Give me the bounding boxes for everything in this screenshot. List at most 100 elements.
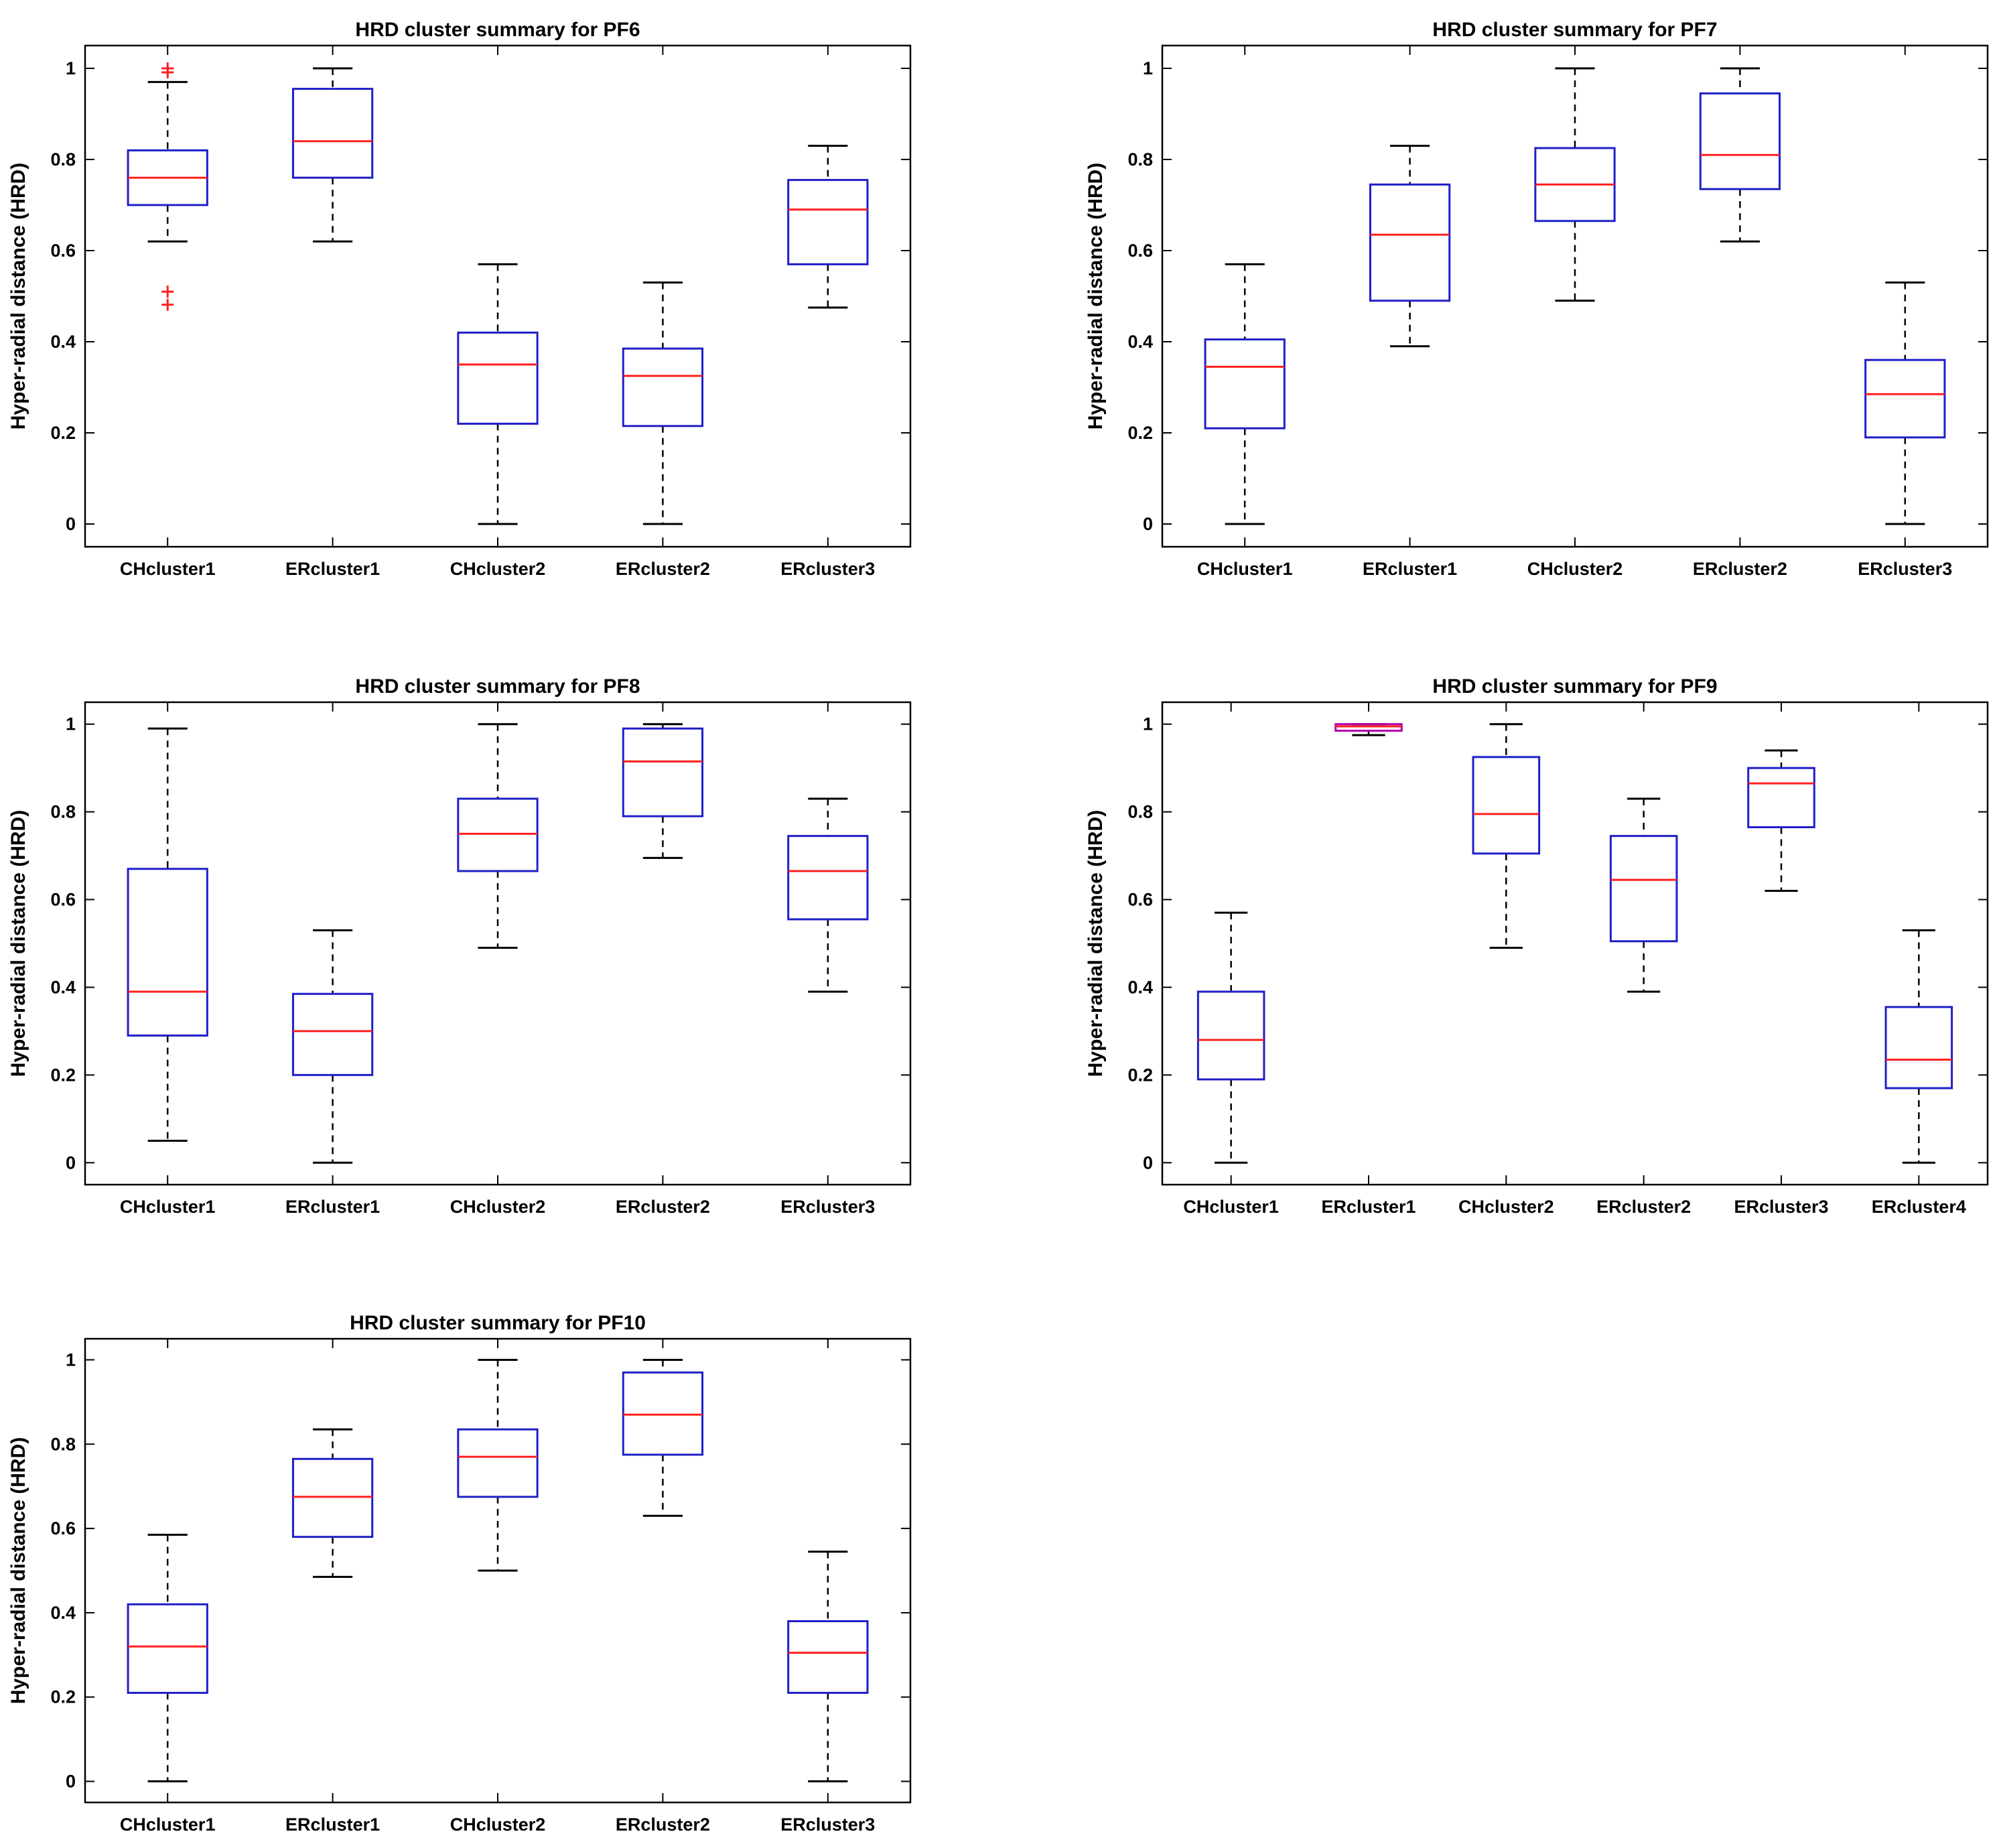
y-tick-label: 0.8 xyxy=(1127,802,1153,822)
y-tick-label: 0.6 xyxy=(50,241,76,261)
x-tick-label: ERcluster1 xyxy=(1321,1197,1416,1217)
chart-pf9: HRD cluster summary for PF9 Hyper-radial … xyxy=(1085,675,1989,1217)
y-tick-label: 0.2 xyxy=(1127,1065,1153,1085)
y-tick-label: 0.4 xyxy=(50,332,76,352)
box-ercluster3 xyxy=(1864,281,1946,525)
box-ercluster2 xyxy=(1609,797,1678,993)
iqr-box xyxy=(1196,990,1265,1081)
box-ercluster1 xyxy=(291,929,374,1164)
box-chcluster1 xyxy=(1196,911,1265,1164)
y-tick-label: 0 xyxy=(66,514,76,534)
y-tick-label: 0.6 xyxy=(1127,241,1153,261)
iqr-box xyxy=(787,1620,869,1694)
x-tick-label: ERcluster3 xyxy=(780,1814,875,1835)
iqr-box xyxy=(457,797,539,872)
y-tick-label: 0.2 xyxy=(50,1065,76,1085)
y-tick-label: 0.8 xyxy=(50,149,76,170)
iqr-box xyxy=(622,727,704,817)
iqr-box xyxy=(1884,1006,1953,1090)
y-tick-label: 0.4 xyxy=(50,977,76,997)
chart-pf10: HRD cluster summary for PF10 Hyper-radial… xyxy=(7,1312,912,1835)
x-tick-label: CHcluster1 xyxy=(120,559,216,579)
box-ercluster3 xyxy=(1747,749,1815,892)
x-tick-label: CHcluster2 xyxy=(1527,559,1623,579)
x-tick-label: ERcluster3 xyxy=(780,1197,875,1217)
x-tick-label: CHcluster2 xyxy=(450,559,546,579)
chart-title: HRD cluster summary for PF9 xyxy=(1432,675,1717,698)
iqr-box xyxy=(1864,358,1946,439)
iqr-box xyxy=(1369,183,1451,302)
iqr-box xyxy=(291,1457,374,1538)
box-ercluster3 xyxy=(787,797,869,993)
box-chcluster2 xyxy=(457,723,539,949)
box-chcluster2 xyxy=(457,263,539,525)
y-tick-label: 1 xyxy=(66,1349,76,1370)
x-tick-label: ERcluster2 xyxy=(1596,1197,1691,1217)
y-tick-label: 0 xyxy=(66,1152,76,1173)
y-tick-label: 0.8 xyxy=(1127,149,1153,170)
iqr-box xyxy=(291,992,374,1076)
box-ercluster2 xyxy=(622,281,704,525)
x-tick-label: ERcluster4 xyxy=(1872,1197,1966,1217)
x-tick-label: CHcluster2 xyxy=(450,1814,546,1835)
y-tick-label: 1 xyxy=(1143,714,1153,734)
y-tick-label: 0.4 xyxy=(1127,332,1153,352)
y-tick-label: 0 xyxy=(66,1772,76,1792)
y-axis-label: Hyper-radial distance (HRD) xyxy=(7,163,29,430)
y-axis-label: Hyper-radial distance (HRD) xyxy=(7,1437,29,1704)
x-tick-label: CHcluster1 xyxy=(1197,559,1293,579)
y-tick-label: 1 xyxy=(66,58,76,78)
iqr-box xyxy=(457,331,539,425)
chart-pf8: HRD cluster summary for PF8 Hyper-radial … xyxy=(7,675,912,1217)
y-tick-label: 0.4 xyxy=(50,1603,76,1623)
iqr-box xyxy=(1204,338,1286,430)
box-chcluster1 xyxy=(127,62,208,311)
y-tick-label: 1 xyxy=(1143,58,1153,78)
iqr-box xyxy=(787,835,869,921)
x-tick-label: CHcluster1 xyxy=(1183,1197,1279,1217)
y-tick-label: 0.2 xyxy=(1127,423,1153,443)
y-axis-label: Hyper-radial distance (HRD) xyxy=(1085,810,1107,1077)
box-ercluster1 xyxy=(1369,145,1451,348)
chart-title: HRD cluster summary for PF8 xyxy=(355,675,640,698)
y-tick-label: 0.8 xyxy=(50,1434,76,1454)
y-tick-label: 0.6 xyxy=(1127,890,1153,910)
x-tick-label: CHcluster2 xyxy=(1458,1197,1554,1217)
chart-title: HRD cluster summary for PF7 xyxy=(1432,19,1717,41)
box-ercluster2 xyxy=(1699,67,1781,243)
box-ercluster1 xyxy=(291,1428,374,1578)
box-ercluster2 xyxy=(622,723,704,859)
box-ercluster2 xyxy=(622,1358,704,1517)
x-tick-label: ERcluster2 xyxy=(616,1814,710,1835)
y-tick-label: 0.6 xyxy=(50,890,76,910)
iqr-box xyxy=(127,868,208,1037)
x-tick-label: CHcluster1 xyxy=(120,1814,216,1835)
box-chcluster2 xyxy=(457,1358,539,1572)
x-tick-label: ERcluster1 xyxy=(285,1814,380,1835)
iqr-box xyxy=(1699,92,1781,190)
iqr-box xyxy=(457,1428,539,1498)
x-tick-label: ERcluster2 xyxy=(1693,559,1787,579)
x-tick-label: ERcluster2 xyxy=(616,559,710,579)
y-axis-label: Hyper-radial distance (HRD) xyxy=(7,810,29,1077)
x-tick-label: ERcluster1 xyxy=(285,1197,380,1217)
y-tick-label: 0.2 xyxy=(50,1687,76,1707)
iqr-box xyxy=(1609,835,1678,943)
y-tick-label: 0.2 xyxy=(50,423,76,443)
box-ercluster3 xyxy=(787,145,869,309)
box-chcluster1 xyxy=(127,727,208,1142)
box-chcluster1 xyxy=(1204,263,1286,525)
box-ercluster3 xyxy=(787,1550,869,1783)
chart-pf6: HRD cluster summary for PF6 Hyper-radial … xyxy=(7,19,912,579)
x-tick-label: ERcluster1 xyxy=(285,559,380,579)
y-tick-label: 0.8 xyxy=(50,802,76,822)
iqr-box xyxy=(622,1371,704,1456)
y-tick-label: 0 xyxy=(1143,1152,1153,1173)
y-axis-label: Hyper-radial distance (HRD) xyxy=(1085,163,1107,430)
x-tick-label: ERcluster3 xyxy=(1858,559,1952,579)
box-chcluster2 xyxy=(1534,67,1616,302)
iqr-box xyxy=(291,88,374,179)
iqr-box xyxy=(622,347,704,427)
x-tick-label: ERcluster3 xyxy=(1734,1197,1828,1217)
